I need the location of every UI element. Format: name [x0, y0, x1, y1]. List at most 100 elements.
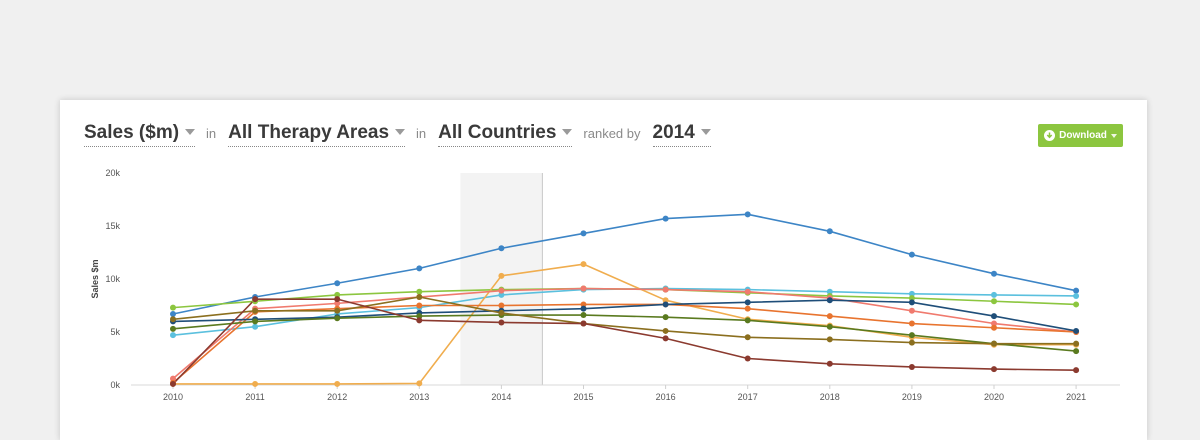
data-point	[991, 298, 997, 305]
x-tick-label: 2013	[409, 392, 429, 402]
series-line	[172, 213, 1077, 315]
year-selector-label: 2014	[652, 122, 695, 143]
data-point	[334, 315, 341, 322]
data-point	[170, 380, 176, 387]
data-point	[170, 316, 176, 323]
data-point	[826, 336, 833, 343]
data-point	[252, 318, 259, 325]
connector-in: in	[416, 126, 427, 141]
data-point	[662, 335, 669, 342]
x-tick-label: 2018	[820, 392, 840, 402]
data-point	[498, 309, 505, 316]
series-line	[172, 287, 1077, 380]
x-tick-label: 2017	[738, 392, 758, 402]
x-tick-label: 2020	[984, 392, 1004, 402]
metric-selector-label: Sales ($m)	[84, 122, 180, 143]
data-point	[908, 251, 915, 258]
data-point	[416, 294, 423, 301]
data-point	[991, 270, 997, 277]
download-label: Download	[1059, 130, 1107, 141]
sales-line-chart: 0k 5k 10k 15k 20k Sales $m 2010 2011 2012 2013 201…	[90, 168, 1120, 402]
data-point	[662, 286, 669, 293]
data-point	[908, 332, 915, 339]
data-point	[826, 288, 833, 295]
data-point	[744, 299, 751, 306]
data-point	[580, 261, 587, 268]
data-point	[826, 297, 833, 304]
series-line	[172, 296, 1077, 345]
country-selector[interactable]: All Countries	[438, 122, 573, 147]
metric-selector[interactable]: Sales ($m)	[84, 122, 196, 147]
chevron-down-icon	[700, 129, 711, 135]
data-point	[580, 301, 587, 308]
country-selector-label: All Countries	[438, 122, 557, 143]
data-point	[334, 300, 341, 307]
connector-in: in	[206, 126, 217, 141]
data-point	[662, 301, 669, 308]
x-tick-label: 2016	[656, 392, 676, 402]
chevron-down-icon	[185, 129, 196, 135]
x-tick-label: 2011	[245, 392, 264, 402]
y-tick-label: 5k	[110, 327, 120, 337]
data-point	[908, 290, 915, 297]
data-point	[334, 380, 341, 387]
data-point	[826, 323, 833, 330]
series-line	[172, 287, 1077, 336]
data-point	[498, 319, 505, 326]
data-point	[991, 340, 997, 347]
x-tick-label: 2012	[327, 392, 347, 402]
x-tick-label: 2010	[163, 392, 183, 402]
data-point	[662, 314, 669, 321]
data-point	[744, 305, 751, 312]
data-point	[908, 295, 915, 302]
data-point	[170, 304, 176, 311]
data-point	[416, 288, 423, 295]
x-tick-label: 2015	[573, 392, 593, 402]
data-point	[826, 313, 833, 320]
data-point	[1073, 340, 1080, 347]
data-point	[744, 355, 751, 362]
data-point	[170, 375, 176, 382]
data-point	[744, 288, 751, 295]
data-point	[334, 296, 341, 303]
data-point	[1073, 367, 1080, 374]
data-point	[908, 299, 915, 306]
data-point	[826, 360, 833, 367]
data-point	[170, 310, 176, 317]
data-point	[334, 291, 341, 298]
data-point	[580, 312, 587, 319]
data-point	[170, 332, 176, 339]
therapy-area-selector[interactable]: All Therapy Areas	[228, 122, 406, 147]
series-line	[172, 298, 1077, 385]
download-button[interactable]: Download	[1038, 124, 1123, 147]
data-point	[416, 313, 423, 320]
data-point	[744, 317, 751, 324]
x-tick-label: 2014	[491, 392, 511, 402]
data-point	[498, 291, 505, 298]
data-point	[498, 245, 505, 252]
data-point	[580, 320, 587, 327]
data-point	[908, 339, 915, 346]
chevron-down-icon	[395, 129, 406, 135]
data-point	[416, 380, 423, 387]
connector-ranked-by: ranked by	[583, 126, 641, 141]
chart-controls: Sales ($m) in All Therapy Areas in All C…	[84, 122, 711, 150]
therapy-area-selector-label: All Therapy Areas	[228, 122, 390, 143]
x-tick-label: 2021	[1066, 392, 1086, 402]
y-axis-label: Sales $m	[90, 259, 100, 298]
download-icon	[1044, 130, 1056, 141]
series-line	[172, 299, 1077, 332]
data-point	[1073, 287, 1080, 294]
data-point	[498, 287, 505, 294]
y-tick-label: 20k	[105, 168, 120, 178]
data-point	[1073, 348, 1080, 355]
data-point	[252, 296, 259, 303]
year-selector[interactable]: 2014	[652, 122, 711, 147]
chart-card: Sales ($m) in All Therapy Areas in All C…	[60, 100, 1147, 440]
data-point	[908, 363, 915, 370]
data-point	[416, 265, 423, 272]
y-tick-label: 0k	[110, 380, 120, 390]
data-point	[252, 380, 259, 387]
data-point	[826, 228, 833, 235]
data-point	[991, 366, 997, 373]
